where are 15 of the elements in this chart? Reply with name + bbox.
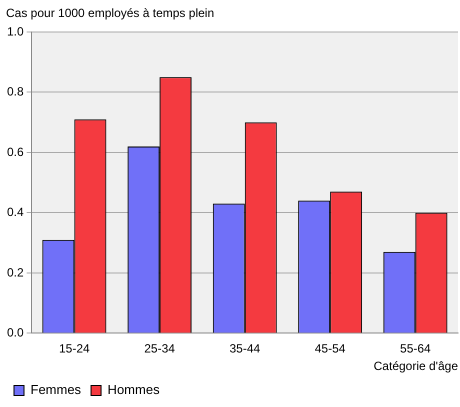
x-axis-title: Catégorie d'âge (374, 359, 458, 374)
y-tick-label: 0.8 (6, 84, 24, 99)
y-tick-label: 0.6 (6, 144, 24, 159)
x-tick-label: 25-34 (144, 342, 176, 356)
x-tick-label: 15-24 (58, 342, 90, 356)
y-tick-label: 1.0 (6, 24, 24, 38)
y-tick-label: 0.0 (6, 326, 24, 340)
x-tick-label: 45-54 (314, 342, 346, 356)
x-tick-label: 55-64 (400, 342, 432, 356)
x-tick-label: 35-44 (229, 342, 261, 356)
y-tick-label: 0.2 (6, 265, 24, 280)
legend-label: Femmes (30, 382, 82, 398)
legend-label: Hommes (108, 382, 160, 398)
y-tick-label: 0.4 (6, 205, 24, 220)
y-axis-title: Cas pour 1000 employés à temps plein (6, 6, 214, 20)
